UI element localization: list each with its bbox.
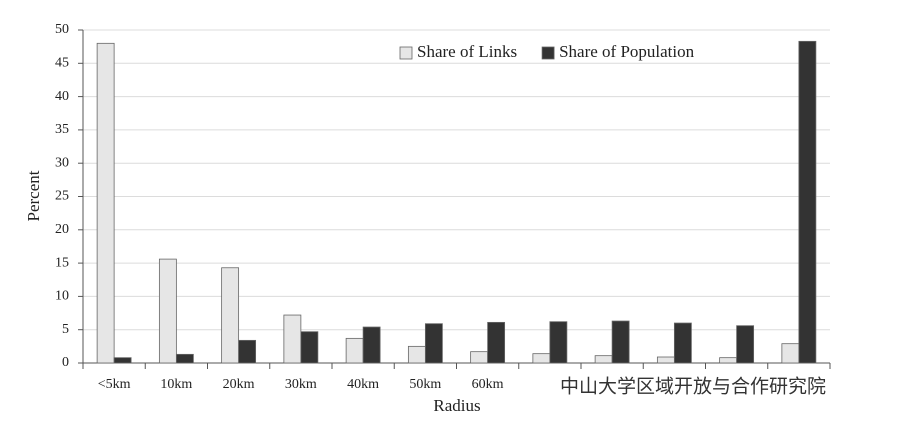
bar — [362, 326, 381, 364]
bar — [424, 323, 443, 364]
bar — [96, 42, 115, 364]
bar — [283, 314, 302, 364]
y-axis-label: Percent — [24, 170, 43, 221]
bar — [345, 337, 364, 364]
bar — [300, 331, 319, 364]
x-tick-label: <5km — [98, 377, 131, 392]
y-tick-label: 30 — [55, 155, 69, 170]
bar — [470, 351, 489, 364]
y-tick-label: 20 — [55, 222, 69, 237]
bar — [221, 267, 240, 364]
bar — [719, 357, 738, 364]
y-tick-label: 0 — [62, 355, 69, 370]
bar — [113, 357, 132, 364]
legend-label: Share of Population — [559, 42, 695, 61]
y-tick-label: 15 — [55, 255, 69, 270]
y-tick-label: 50 — [55, 22, 69, 37]
x-tick-label: 60km — [472, 377, 504, 392]
bar — [656, 356, 675, 364]
bar — [158, 258, 177, 364]
bar — [407, 345, 426, 364]
legend-swatch — [399, 46, 413, 60]
bar — [798, 40, 817, 364]
watermark: 中山大学区域开放与合作研究院 — [560, 376, 826, 398]
bar — [594, 355, 613, 364]
x-tick-label: 40km — [347, 377, 379, 392]
x-axis-label: Radius — [433, 396, 480, 415]
x-tick-label: 30km — [285, 377, 317, 392]
bar — [532, 353, 551, 364]
bar — [611, 320, 630, 364]
bar — [175, 353, 194, 364]
y-tick-label: 25 — [55, 189, 69, 204]
legend-label: Share of Links — [417, 42, 517, 61]
y-tick-label: 10 — [55, 289, 69, 304]
legend-swatch — [541, 46, 555, 60]
y-tick-label: 40 — [55, 89, 69, 104]
x-tick-label: 50km — [409, 377, 441, 392]
y-tick-label: 45 — [55, 56, 69, 71]
bar — [487, 321, 506, 364]
x-tick-label: 20km — [223, 377, 255, 392]
bar — [736, 325, 755, 364]
y-tick-label: 35 — [55, 122, 69, 137]
bar — [781, 343, 800, 364]
bar — [238, 339, 257, 364]
bar — [673, 322, 692, 364]
bar — [549, 321, 568, 364]
y-tick-label: 5 — [62, 322, 69, 337]
x-tick-label: 10km — [160, 377, 192, 392]
